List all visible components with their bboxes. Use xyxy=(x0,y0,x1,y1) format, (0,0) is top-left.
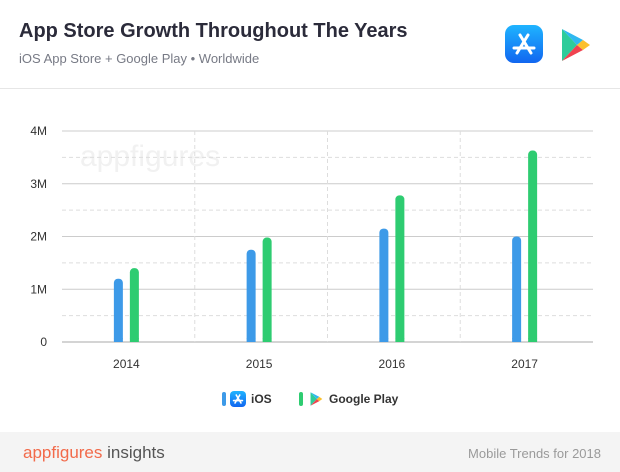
y-tick-label: 4M xyxy=(30,124,47,138)
legend-app-store-icon xyxy=(230,391,246,407)
x-tick-label: 2017 xyxy=(511,357,538,371)
y-tick-label: 1M xyxy=(30,282,47,296)
bar-base xyxy=(262,338,272,342)
legend-item-google-play: Google Play xyxy=(299,389,398,409)
bar-ios-2017 xyxy=(512,236,522,342)
legend-swatch-ios xyxy=(222,392,226,406)
footer-bar xyxy=(0,432,620,472)
bar-base xyxy=(246,338,256,342)
bar-base xyxy=(379,338,389,342)
x-tick-label: 2015 xyxy=(246,357,273,371)
brand-suffix: insights xyxy=(102,443,165,462)
bar-google-play-2016 xyxy=(395,195,405,342)
legend-google-play-icon xyxy=(310,392,323,406)
report-name: Mobile Trends for 2018 xyxy=(468,446,601,461)
watermark-text: appfigures xyxy=(80,140,220,173)
bar-base xyxy=(395,338,405,342)
y-tick-label: 0 xyxy=(40,335,47,349)
bar-ios-2014 xyxy=(113,278,123,342)
bar-google-play-2017 xyxy=(528,150,538,342)
legend-label-google-play: Google Play xyxy=(329,392,399,406)
x-tick-label: 2016 xyxy=(379,357,406,371)
legend-label-ios: iOS xyxy=(251,392,272,406)
bar-ios-2015 xyxy=(246,249,256,342)
chart-subtitle: iOS App Store + Google Play • Worldwide xyxy=(19,51,260,66)
brand-logo: appfigures insights xyxy=(23,443,165,463)
y-tick-label: 2M xyxy=(30,230,47,244)
header-divider xyxy=(0,88,620,89)
app-store-icon xyxy=(505,25,543,63)
x-tick-label: 2014 xyxy=(113,357,140,371)
y-tick-label: 3M xyxy=(30,177,47,191)
bar-google-play-2014 xyxy=(129,268,139,342)
bar-base xyxy=(129,338,139,342)
bar-ios-2016 xyxy=(379,228,389,342)
bar-base xyxy=(512,338,522,342)
google-play-icon xyxy=(562,29,590,61)
brand-name: appfigures xyxy=(23,443,103,462)
bar-chart: appfigures 0 1M 2M 3M 4M 2014 2015 2016 2017 xyxy=(30,124,593,371)
legend-item-ios: iOS xyxy=(222,389,272,409)
bar-base xyxy=(528,338,538,342)
bar-google-play-2015 xyxy=(262,237,272,342)
bar-base xyxy=(113,338,123,342)
chart-title: App Store Growth Throughout The Years xyxy=(19,20,408,42)
legend-swatch-google-play xyxy=(299,392,303,406)
